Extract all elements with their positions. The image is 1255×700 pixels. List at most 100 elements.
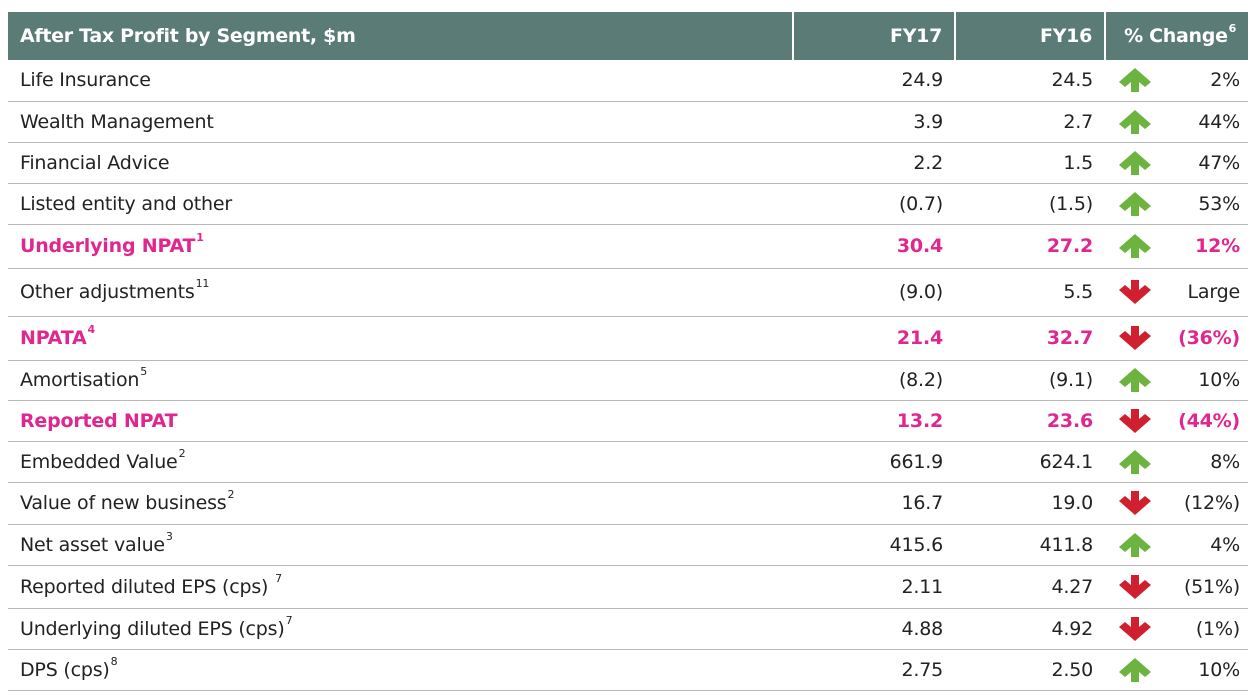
trend-cell [1105,316,1165,361]
header-segment: After Tax Profit by Segment, $m [8,12,794,60]
cell-fy16: 23.6 [955,400,1105,442]
cell-fy17: 13.2 [793,400,955,442]
footnote-marker: 5 [140,365,148,378]
row-label: Wealth Management [8,101,793,143]
cell-fy17: 4.88 [793,608,955,650]
cell-fy17: 30.4 [793,224,955,269]
trend-cell [1105,224,1165,269]
cell-fy17: 21.4 [793,316,955,361]
cell-fy17: (0.7) [793,183,955,225]
cell-fy16: 2.7 [955,101,1105,143]
cell-pct-change: (36%) [1165,316,1249,361]
trend-cell [1105,400,1165,442]
arrow-up-icon [1119,109,1151,134]
cell-pct-change: 44% [1165,101,1249,143]
arrow-down-icon [1119,616,1151,641]
footnote-marker: 1 [196,231,204,244]
cell-fy17: 2.2 [793,142,955,184]
footnote-marker: 4 [87,323,96,336]
row-label-text: Underlying NPAT [20,235,196,257]
cell-fy17: 3.9 [793,101,955,143]
row-label: Reported NPAT [8,400,793,442]
footnote-marker: 11 [195,277,210,290]
row-label: Net asset value3 [8,524,793,566]
cell-pct-change: 53% [1165,183,1249,225]
row-label: Other adjustments11 [8,268,793,317]
header-pct-footnote: 6 [1228,22,1237,35]
arrow-up-icon [1119,234,1151,258]
trend-cell [1105,565,1165,609]
row-label: Reported diluted EPS (cps) 7 [8,565,793,609]
row-label-text: Value of new business [20,492,227,514]
cell-fy16: 5.5 [955,268,1105,317]
cell-fy17: 415.6 [793,524,955,566]
cell-fy17: (8.2) [793,360,955,401]
cell-pct-change: (44%) [1165,400,1249,442]
arrow-down-icon [1119,491,1151,515]
row-label-text: Reported diluted EPS (cps) [20,575,275,598]
cell-fy16: 2.50 [955,649,1105,691]
table-row: Underlying diluted EPS (cps)7 4.88 4.92 (1%… [8,608,1249,650]
header-fy17: FY17 [793,12,956,60]
cell-fy16: (1.5) [955,183,1105,225]
row-label-text: Amortisation [20,369,140,391]
cell-fy17: 16.7 [793,482,955,525]
cell-pct-change: 2% [1165,60,1249,102]
table-row: Amortisation5 (8.2) (9.1) 10% [8,360,1249,401]
arrow-up-icon [1119,657,1151,682]
cell-pct-change: (51%) [1165,565,1249,609]
profit-table: After Tax Profit by Segment, $m FY17 FY1… [8,12,1249,691]
cell-fy16: 27.2 [955,224,1105,269]
row-label: Listed entity and other [8,183,793,225]
cell-fy17: 24.9 [793,60,955,102]
cell-pct-change: Large [1165,268,1249,317]
row-label-text: NPATA [20,327,87,349]
trend-cell [1105,101,1165,143]
trend-cell [1105,649,1165,691]
trend-cell [1105,441,1165,483]
cell-fy16: 24.5 [955,60,1105,102]
arrow-up-icon [1119,449,1151,474]
trend-cell [1105,360,1165,401]
arrow-up-icon [1119,68,1151,93]
table-row: Wealth Management 3.9 2.7 44% [8,101,1249,143]
table-row: Net asset value3 415.6 411.8 4% [8,524,1249,566]
row-label-text: Listed entity and other [20,192,232,215]
trend-cell [1105,482,1165,525]
table-row: Listed entity and other (0.7) (1.5) 53% [8,183,1249,225]
row-label: Underlying NPAT1 [8,224,793,269]
cell-fy16: 4.27 [955,565,1105,609]
row-label-text: Reported NPAT [20,409,178,432]
cell-fy16: 1.5 [955,142,1105,184]
footnote-marker: 7 [285,613,293,627]
footnote-marker: 8 [110,654,118,668]
cell-pct-change: (12%) [1165,482,1249,525]
table-row: Value of new business2 16.7 19.0 (12%) [8,482,1249,525]
header-pct-change: % Change6 [1105,12,1249,60]
row-label-text: Wealth Management [20,110,214,133]
arrow-down-icon [1119,326,1151,350]
row-label: Embedded Value2 [8,441,793,483]
table-header-row: After Tax Profit by Segment, $m FY17 FY1… [8,12,1249,60]
table-row: Reported diluted EPS (cps) 7 2.11 4.27 (51%… [8,565,1249,609]
cell-fy17: (9.0) [793,268,955,317]
row-label: Value of new business2 [8,482,793,525]
footnote-marker: 2 [178,446,186,460]
table-row: Underlying NPAT1 30.4 27.2 12% [8,224,1249,269]
row-label-text: DPS (cps) [20,658,110,681]
row-label: Life Insurance [8,60,793,102]
table-row: Reported NPAT 13.2 23.6 (44%) [8,400,1249,442]
arrow-down-icon [1119,408,1151,433]
arrow-up-icon [1119,191,1151,216]
header-fy16: FY16 [955,12,1106,60]
row-label: DPS (cps)8 [8,649,793,691]
arrow-down-icon [1119,280,1151,304]
cell-fy17: 661.9 [793,441,955,483]
row-label-text: Life Insurance [20,69,151,92]
cell-fy16: 624.1 [955,441,1105,483]
cell-pct-change: 8% [1165,441,1249,483]
row-label: NPATA4 [8,316,793,361]
table-body: Life Insurance 24.9 24.5 2% Wealth Managemen… [8,60,1249,691]
cell-fy16: 19.0 [955,482,1105,525]
